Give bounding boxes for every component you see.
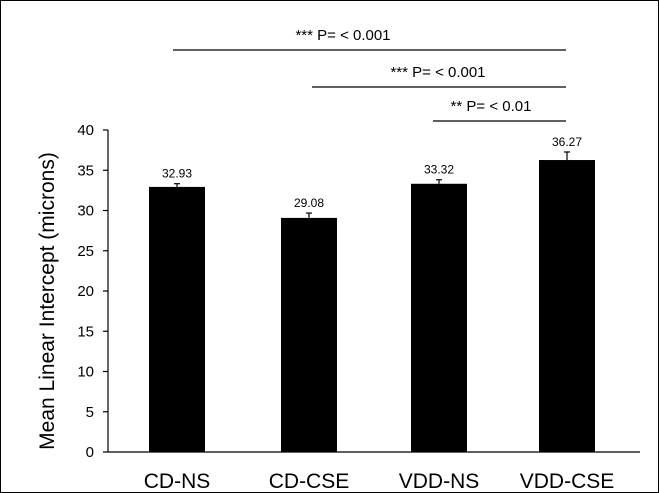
category-label: VDD-CSE xyxy=(520,470,615,493)
significance-label: ** P= < 0.01 xyxy=(451,98,532,115)
bar-vdd-ns xyxy=(411,183,467,453)
value-label: 36.27 xyxy=(552,135,582,149)
y-axis-label: Mean Linear Intercept (microns) xyxy=(36,152,59,450)
significance-label: *** P= < 0.001 xyxy=(295,27,390,44)
bar-cd-cse xyxy=(281,217,337,452)
y-tick-label: 30 xyxy=(77,203,94,220)
value-label: 32.93 xyxy=(162,167,192,181)
bar-vdd-cse xyxy=(539,160,595,453)
y-tick-label: 20 xyxy=(77,283,94,300)
bar-cd-ns xyxy=(149,186,205,452)
y-tick-label: 10 xyxy=(77,364,94,381)
y-tick-label: 15 xyxy=(77,323,94,340)
y-tick-label: 35 xyxy=(77,162,94,179)
y-tick-label: 25 xyxy=(77,243,94,260)
category-label: CD-NS xyxy=(144,470,211,493)
value-label: 33.32 xyxy=(424,163,454,177)
value-label: 29.08 xyxy=(294,196,324,210)
category-label: VDD-NS xyxy=(399,470,480,493)
category-label: CD-CSE xyxy=(269,470,350,493)
y-tick-label: 40 xyxy=(77,122,94,139)
y-tick-label: 5 xyxy=(86,404,94,421)
y-tick-label: 0 xyxy=(86,444,94,461)
significance-label: *** P= < 0.001 xyxy=(390,64,485,81)
